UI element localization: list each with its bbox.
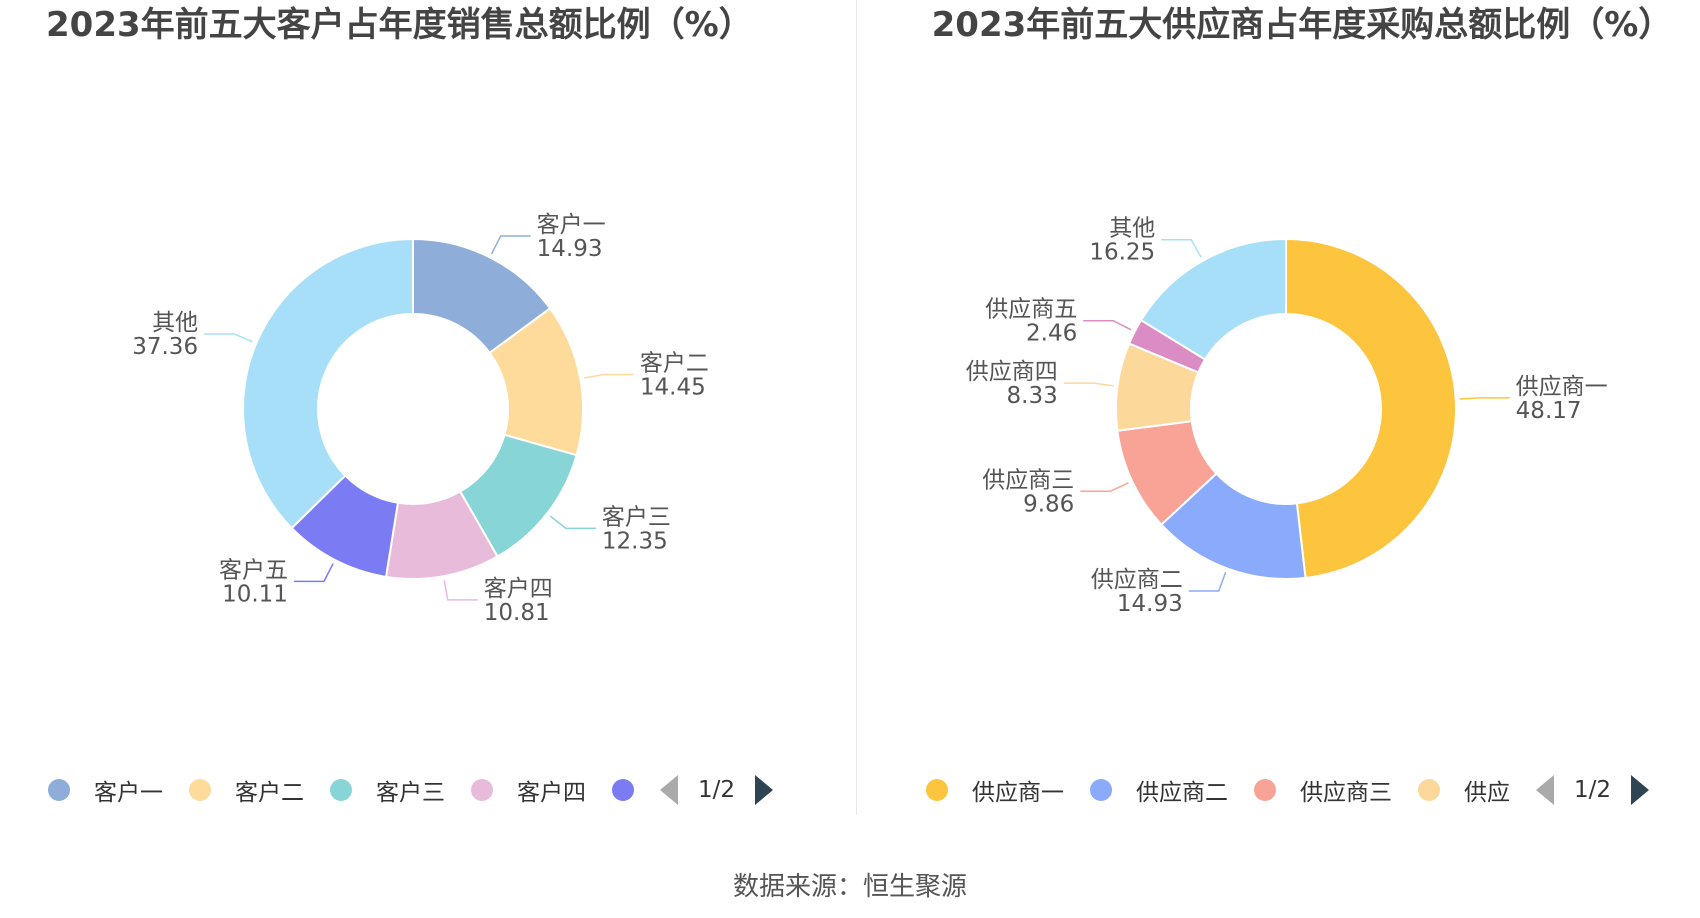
supplier-slice-value-4: 8.33 [1007, 383, 1058, 409]
customer-slice-label-4: 客户四 [484, 576, 553, 602]
supplier-slice-value-5: 2.46 [1026, 321, 1077, 347]
customer-slice-value-4: 10.81 [484, 600, 550, 626]
supplier-slice-label-5: 供应商五 [985, 297, 1077, 323]
customer-slice-value-1: 14.93 [537, 236, 603, 262]
supplier-legend-page-indicator: 1/2 [1574, 777, 1612, 803]
supplier-legend-item-2[interactable]: 供应商二 [1090, 773, 1228, 807]
supplier-legend-next-icon[interactable] [1631, 775, 1650, 805]
supplier-legend-item-1[interactable]: 供应商一 [926, 773, 1064, 807]
supplier-slice-value-3: 9.86 [1023, 491, 1074, 517]
customer-legend-item-2[interactable]: 客户二 [189, 773, 304, 807]
supplier-leader-line-1 [1459, 397, 1510, 400]
supplier-slice-1[interactable] [1285, 237, 1457, 579]
customer-legend-next-icon[interactable] [755, 775, 774, 805]
supplier-slice-value-1: 48.17 [1516, 398, 1582, 424]
customer-slice-6[interactable] [242, 237, 414, 530]
supplier-legend-item-4[interactable]: 供应 [1418, 773, 1510, 807]
customer-legend-item-4[interactable]: 客户四 [471, 773, 586, 807]
customer-legend-label: 客户三 [376, 780, 445, 806]
supplier-chart-panel: 供应商一 48.17 供应商二 14.93 供应商三 9.86 供应商四 8.33 供应商五 2.… [850, 0, 1700, 820]
customer-slice-value-5: 10.11 [222, 581, 288, 607]
supplier-legend-dot-icon [1090, 779, 1112, 801]
supplier-slice-label-2: 供应商二 [1091, 567, 1183, 593]
supplier-leader-line-2 [1188, 571, 1227, 592]
customer-legend-dot-icon [612, 779, 634, 801]
customer-legend-prev-icon[interactable] [660, 775, 678, 805]
customer-legend-page-indicator: 1/2 [698, 777, 736, 803]
supplier-slice-label-3: 供应商三 [982, 467, 1074, 493]
customer-legend-label: 客户四 [517, 780, 586, 806]
panel-divider [856, 0, 857, 815]
supplier-leader-line-3 [1080, 482, 1129, 493]
customer-slice-label-1: 客户一 [537, 212, 606, 238]
supplier-leader-line-6 [1161, 238, 1202, 258]
customer-slice-value-2: 14.45 [640, 374, 706, 400]
supplier-legend: 供应商一 供应商二 供应商三 供应 1/2 [926, 770, 1650, 810]
customer-leader-line-1 [490, 235, 531, 255]
customer-legend-label: 客户一 [94, 780, 163, 806]
supplier-slice-label-1: 供应商一 [1516, 374, 1608, 400]
customer-legend-item-3[interactable]: 客户三 [330, 773, 445, 807]
supplier-legend-item-3[interactable]: 供应商三 [1254, 773, 1392, 807]
customer-slice-label-2: 客户二 [640, 350, 709, 376]
customer-leader-line-6 [204, 333, 253, 343]
customer-legend-label: 客户二 [235, 780, 304, 806]
customer-slice-value-6: 37.36 [132, 334, 198, 360]
supplier-legend-dot-icon [926, 779, 948, 801]
supplier-slice-6[interactable] [1139, 237, 1287, 361]
supplier-leader-line-4 [1063, 382, 1114, 387]
customer-leader-line-4 [443, 580, 478, 601]
customer-slice-label-3: 客户三 [602, 504, 671, 530]
customer-legend-item-5[interactable] [612, 779, 634, 801]
supplier-legend-label: 供应商三 [1300, 780, 1392, 806]
supplier-slice-value-6: 16.25 [1089, 240, 1155, 266]
customer-slice-label-6: 其他 [152, 310, 198, 336]
customer-legend-dot-icon [330, 779, 352, 801]
customer-slice-value-3: 12.35 [602, 528, 668, 554]
supplier-slice-value-2: 14.93 [1117, 591, 1183, 617]
customer-leader-line-3 [549, 515, 596, 530]
customer-legend-pager: 1/2 [660, 775, 774, 805]
supplier-leader-line-5 [1083, 319, 1132, 331]
supplier-legend-dot-icon [1254, 779, 1276, 801]
customer-leader-line-5 [293, 563, 334, 583]
customer-chart-panel: 2023年前五大客户占年度销售总额比例（%） 客户一 14.93 客户二 14.45 客… [0, 0, 850, 820]
supplier-legend-label: 供应 [1464, 780, 1510, 806]
data-source-note: 数据来源：恒生聚源 [732, 872, 967, 902]
customer-slice-label-5: 客户五 [219, 557, 288, 583]
supplier-legend-label: 供应商一 [972, 780, 1064, 806]
customer-legend-dot-icon [48, 779, 70, 801]
customer-legend-dot-icon [189, 779, 211, 801]
supplier-slice-label-6: 其他 [1109, 216, 1155, 242]
supplier-slice-label-4: 供应商四 [966, 359, 1058, 385]
supplier-legend-prev-icon[interactable] [1536, 775, 1554, 805]
supplier-legend-pager: 1/2 [1536, 775, 1650, 805]
supplier-legend-dot-icon [1418, 779, 1440, 801]
supplier-chart-title: 2023年前五大供应商占年度采购总额比例（%） [931, 5, 1673, 45]
customer-legend: 客户一 客户二 客户三 客户四 1/2 [48, 770, 774, 810]
customer-legend-dot-icon [471, 779, 493, 801]
customer-chart-title: 2023年前五大客户占年度销售总额比例（%） [46, 5, 753, 45]
supplier-legend-label: 供应商二 [1136, 780, 1228, 806]
customer-legend-item-1[interactable]: 客户一 [48, 773, 163, 807]
customer-leader-line-2 [584, 373, 634, 379]
